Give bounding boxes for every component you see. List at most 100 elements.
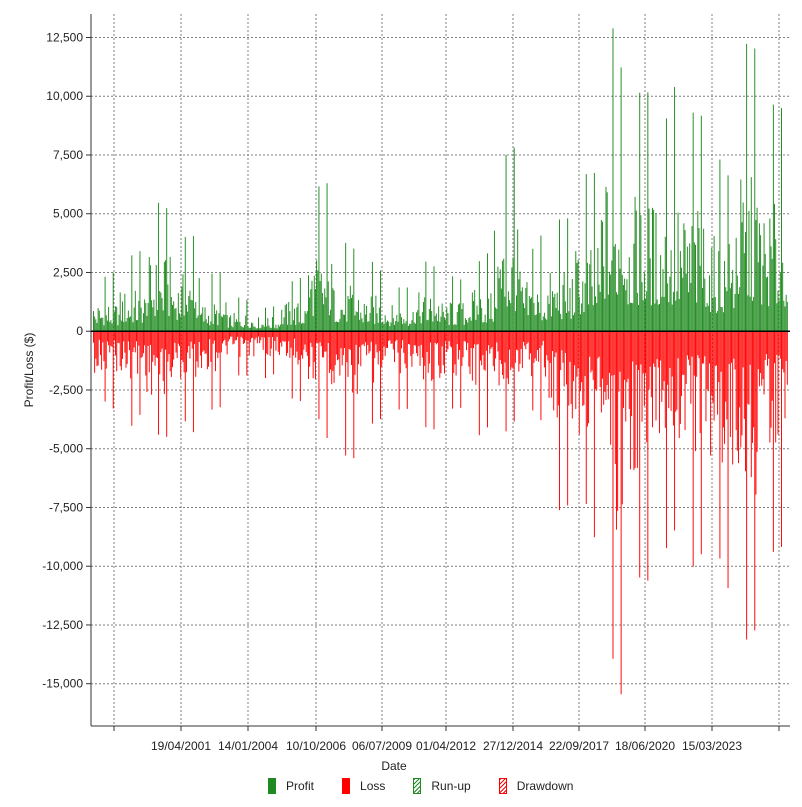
loss-bar — [240, 331, 242, 337]
loss-bar — [160, 331, 162, 353]
profit-bar — [786, 301, 788, 332]
loss-bar — [589, 331, 591, 357]
loss-bar — [768, 331, 770, 359]
profit-bar — [333, 290, 335, 332]
profit-bar — [760, 235, 762, 332]
profit-bar — [355, 311, 357, 332]
profit-bar — [636, 292, 638, 332]
profit-bar — [536, 294, 538, 332]
loss-bar — [340, 331, 342, 349]
profit-bar — [675, 300, 677, 332]
profit-bar — [556, 292, 558, 332]
loss-bar — [176, 331, 178, 359]
profit-bar — [103, 325, 105, 332]
loss-bar — [273, 331, 275, 375]
profit-bar — [371, 261, 373, 332]
profit-bar — [553, 297, 555, 332]
loss-bar — [748, 331, 750, 405]
loss-bar — [104, 331, 106, 402]
profit-bar — [356, 312, 358, 332]
loss-bar — [292, 331, 294, 356]
profit-bar — [639, 92, 641, 332]
profit-bar — [511, 267, 513, 332]
loss-bar — [110, 331, 112, 346]
loss-bar — [383, 331, 385, 347]
loss-bar — [542, 331, 544, 341]
profit-bar — [506, 306, 508, 332]
loss-bar — [689, 331, 691, 366]
profit-bar — [510, 303, 512, 332]
loss-bar — [553, 331, 555, 411]
profit-bar — [462, 303, 464, 332]
profit-bar — [299, 278, 301, 332]
loss-bar — [403, 331, 405, 353]
loss-bar — [499, 331, 501, 361]
profit-bar — [621, 274, 623, 332]
loss-bar — [513, 331, 515, 422]
loss-bar — [647, 331, 649, 581]
loss-bar — [746, 331, 748, 640]
profit-bar — [539, 312, 541, 332]
profit-bar — [201, 313, 203, 332]
profit-bar — [576, 262, 578, 332]
profit-bar — [763, 223, 765, 332]
loss-bar — [188, 331, 190, 346]
loss-bar — [202, 331, 204, 352]
legend-run-up[interactable]: Run-up — [413, 778, 471, 794]
loss-bar — [191, 331, 193, 349]
profit-bar — [253, 326, 255, 332]
y-tick-label: -7,500 — [49, 500, 83, 514]
profit-bar — [775, 239, 777, 332]
profit-bar — [549, 273, 551, 332]
loss-bar — [642, 331, 644, 374]
legend-loss[interactable]: Loss — [342, 778, 385, 794]
profit-bar — [106, 320, 108, 332]
profit-bar — [276, 328, 278, 332]
profit-bar — [231, 325, 233, 332]
legend-profit[interactable]: Profit — [268, 778, 314, 794]
legend-drawdown[interactable]: Drawdown — [498, 778, 573, 794]
loss-bar — [577, 331, 579, 369]
profit-bar — [593, 172, 595, 332]
loss-bar — [504, 331, 506, 363]
profit-bar — [614, 244, 616, 332]
loss-bar — [327, 331, 329, 344]
loss-bar — [784, 331, 786, 419]
profit-bar — [679, 250, 681, 332]
loss-bar — [566, 331, 567, 385]
loss-bar — [474, 331, 476, 345]
profit-bar — [599, 291, 601, 332]
profit-bar — [559, 219, 560, 332]
profit-bar — [228, 317, 230, 332]
loss-bar — [158, 331, 160, 435]
profit-bar — [156, 309, 158, 332]
profit-bar — [282, 324, 284, 332]
loss-bar — [334, 331, 336, 366]
profit-bar — [232, 327, 234, 332]
loss-bar — [750, 331, 752, 478]
profit-bar — [341, 309, 343, 332]
profit-bar — [665, 118, 667, 332]
profit-bar — [117, 325, 119, 332]
profit-bar — [720, 306, 722, 332]
profit-bar — [283, 317, 285, 332]
profit-bar — [667, 283, 669, 332]
profit-bar — [483, 322, 485, 332]
loss-bar — [576, 331, 578, 377]
loss-bar — [514, 331, 516, 363]
loss-bar — [96, 331, 98, 367]
profit-bar — [583, 312, 585, 332]
loss-bar — [661, 331, 663, 402]
loss-bar — [318, 331, 320, 420]
profit-bar — [470, 320, 472, 332]
profit-bar — [165, 260, 167, 332]
profit-bar — [682, 277, 684, 332]
loss-bar — [634, 331, 636, 469]
profit-bar — [517, 229, 519, 332]
profit-bar — [443, 317, 445, 332]
loss-bar — [388, 331, 390, 341]
loss-bar — [771, 331, 773, 401]
profit-bar — [546, 319, 548, 332]
profit-bar — [512, 257, 514, 332]
profit-bar — [485, 322, 487, 332]
